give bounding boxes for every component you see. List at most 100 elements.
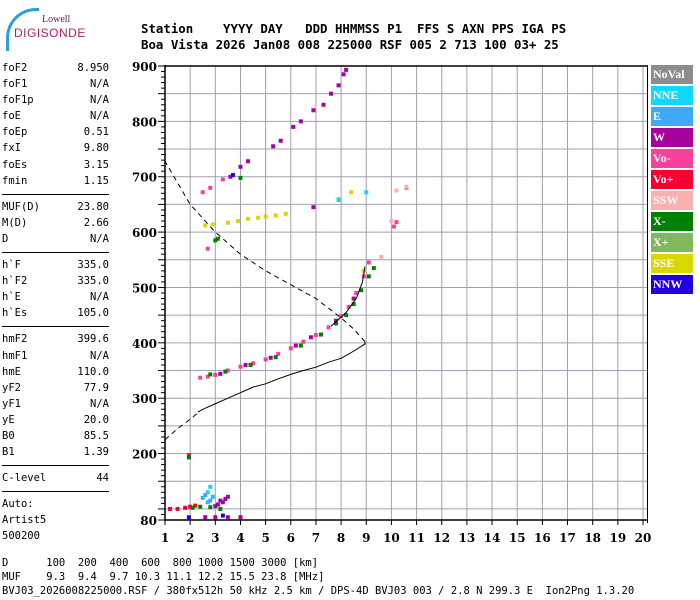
legend-item-nnw: NNW xyxy=(651,275,693,294)
echo-point-w-e-region xyxy=(213,515,218,520)
echo-point-x- xyxy=(351,302,356,307)
param-value: 105.0 xyxy=(77,307,109,320)
echo-point-w-e-region xyxy=(220,500,225,505)
x-tick-label: 7 xyxy=(312,531,320,545)
param-row-he: h`E N/A xyxy=(2,289,109,305)
topside-profile-line xyxy=(164,160,366,343)
direction-legend: NoVal NNE E W Vo- Vo+ SSW X- X+ SSE NNW xyxy=(651,65,693,296)
param-row-yf1: yF1 N/A xyxy=(2,396,109,412)
y-tick-label: 900 xyxy=(132,60,157,74)
param-value: 335.0 xyxy=(77,259,109,272)
echo-point-vo- xyxy=(205,374,210,379)
echo-point-w xyxy=(293,343,298,348)
x-tick-label: 18 xyxy=(584,531,601,545)
legend-item-vo: Vo+ xyxy=(651,170,693,189)
echo-point-w-e-region xyxy=(213,504,218,509)
x-tick-label: 4 xyxy=(236,531,244,545)
echo-point-w xyxy=(336,83,341,88)
param-row-b1: B1 1.39 xyxy=(2,444,109,460)
echo-point-x- xyxy=(215,236,220,241)
y-tick-label: 200 xyxy=(132,448,157,462)
echo-point-x- xyxy=(298,343,303,348)
profile-dashed-line xyxy=(164,412,199,441)
param-row-mufd: MUF(D) 23.80 xyxy=(2,199,109,215)
echo-point-vo- xyxy=(208,185,213,190)
echo-point-vo- xyxy=(288,346,293,351)
param-separator xyxy=(2,193,109,195)
echo-point-sse xyxy=(256,215,261,220)
legend-item-w: W xyxy=(651,128,693,147)
param-value: 77.9 xyxy=(83,381,109,394)
echo-point-x-e-region xyxy=(208,505,213,510)
x-tick-label: 19 xyxy=(609,531,626,545)
param-value: 8.950 xyxy=(77,62,109,74)
header-labels: Station YYYY DAY DDD HHMMSS P1 FFS S AXN… xyxy=(141,21,567,36)
y-tick-label: 600 xyxy=(132,226,157,240)
echo-point-ssw xyxy=(389,219,394,224)
echo-point-e xyxy=(208,498,213,503)
y-tick-label: 700 xyxy=(132,171,157,185)
echo-point-x- xyxy=(318,332,323,337)
echo-point-w-e-region xyxy=(215,502,220,507)
legend-item-vo: Vo- xyxy=(651,149,693,168)
echo-point-w xyxy=(298,119,303,124)
param-row-hf2: h`F2 335.0 xyxy=(2,273,109,289)
echo-point-w xyxy=(321,102,326,107)
param-row-foep: foEp 0.51 xyxy=(2,124,109,140)
y-tick-label: 800 xyxy=(132,115,157,129)
param-label: yF1 xyxy=(2,397,21,410)
param-label: foF2 xyxy=(2,62,28,74)
param-label: hmE xyxy=(2,365,21,378)
param-value: 44 xyxy=(96,472,109,485)
echo-point-vo- xyxy=(175,506,180,511)
param-value: 0.51 xyxy=(83,126,109,139)
param-value: N/A xyxy=(90,349,109,362)
echo-point-w-e-region xyxy=(223,496,228,501)
param-label: MUF(D) xyxy=(2,200,40,213)
echo-point-vo- xyxy=(213,372,218,377)
param-row-foe: foE N/A xyxy=(2,108,109,124)
param-label: foEs xyxy=(2,158,28,171)
footer-distance-row: D 100 200 400 600 800 1000 1500 3000 [km… xyxy=(2,557,319,569)
param-value: N/A xyxy=(90,397,109,410)
profile-line xyxy=(197,341,366,413)
x-tick-label: 17 xyxy=(559,531,576,545)
echo-point-vo- xyxy=(354,291,359,295)
echo-point-vo- xyxy=(346,304,351,309)
param-label: foF1p xyxy=(2,94,34,107)
legend-item-ssw: SSW xyxy=(651,191,693,210)
x-tick-label: 11 xyxy=(408,531,425,545)
echo-point-w xyxy=(311,205,316,210)
y-tick-label: 80 xyxy=(140,514,157,528)
echo-point-vo- xyxy=(198,375,203,380)
echo-point-x- xyxy=(223,369,228,374)
echo-point-vo- xyxy=(394,220,399,225)
header-values: Boa Vista 2026 Jan08 008 225000 RSF 005 … xyxy=(141,37,559,52)
autoscale-info: Artist5 xyxy=(2,514,47,527)
echo-point-vo- xyxy=(183,505,188,510)
echo-point-w-e-region xyxy=(225,515,230,520)
param-label: D xyxy=(2,232,9,245)
echo-point-x- xyxy=(334,321,339,326)
param-label: M(D) xyxy=(2,216,28,229)
echo-point-x-e-region xyxy=(218,506,223,511)
echo-point-vo- xyxy=(391,224,396,229)
param-value: N/A xyxy=(90,78,109,91)
echo-point-sse xyxy=(210,222,215,227)
param-value: 20.0 xyxy=(83,413,109,426)
param-label: fxI xyxy=(2,142,21,155)
echo-point-x- xyxy=(359,288,364,293)
echo-point-vo- xyxy=(263,357,268,362)
x-tick-label: 12 xyxy=(433,531,450,545)
x-tick-label: 6 xyxy=(287,531,295,545)
x-tick-label: 1 xyxy=(161,531,169,545)
y-tick-label: 300 xyxy=(132,392,157,406)
echo-point-w xyxy=(351,296,356,301)
echo-point-x- xyxy=(238,175,243,180)
echo-point-w-e-region xyxy=(225,494,230,499)
echo-point-vo- xyxy=(313,333,318,338)
echo-point-vo- xyxy=(251,361,256,366)
param-separator xyxy=(2,326,109,328)
param-row-d: D N/A xyxy=(2,231,109,247)
